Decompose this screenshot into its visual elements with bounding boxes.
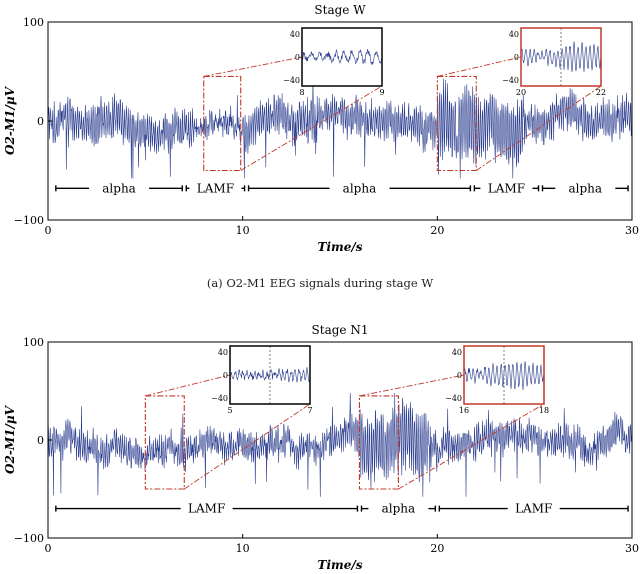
x-tick-label: 0	[45, 542, 52, 555]
inset-y-tick-label: 40	[218, 348, 228, 357]
y-axis-label: O2-M1/μV	[3, 85, 17, 155]
inset-y-tick-label: 40	[509, 30, 519, 39]
inset-frame	[520, 27, 602, 87]
caption-a: (a) O2-M1 EEG signals during stage W	[206, 276, 434, 290]
inset-frame	[229, 345, 311, 405]
inset-x-tick-label: 20	[516, 88, 526, 97]
inset-y-tick-label: −40	[211, 394, 228, 403]
inset-y-tick-label: −40	[502, 76, 519, 85]
chart-title: Stage W	[314, 3, 366, 17]
segment-label: LAMF	[488, 181, 525, 195]
zoom-region-box	[358, 395, 399, 490]
y-tick-label: 100	[23, 16, 44, 29]
zoom-connector	[398, 403, 545, 490]
x-tick-label: 20	[430, 224, 444, 237]
x-tick-label: 10	[236, 542, 250, 555]
x-axis-label: Time/s	[318, 558, 363, 572]
zoom-region-box	[144, 395, 185, 490]
inset-y-tick-label: −40	[445, 394, 462, 403]
chart-title: Stage N1	[312, 323, 369, 337]
segment-label: LAMF	[515, 502, 552, 516]
segment-label: LAMF	[188, 502, 225, 516]
inset-x-tick-label: 18	[539, 406, 549, 415]
inset-signal-line	[463, 361, 545, 391]
inset-y-tick-label: −40	[283, 76, 300, 85]
y-tick-label: 0	[37, 434, 44, 447]
inset-x-tick-label: 22	[596, 88, 606, 97]
inset-x-tick-label: 16	[459, 406, 469, 415]
segment-label: alpha	[568, 181, 602, 195]
inset-signal-line	[520, 41, 602, 73]
inset-y-tick-label: 40	[290, 30, 300, 39]
inset-y-tick-label: 0	[223, 371, 228, 380]
inset-y-tick-label: 0	[514, 53, 519, 62]
segment-label: alpha	[102, 181, 136, 195]
y-tick-label: 100	[23, 336, 44, 349]
y-tick-label: −100	[14, 532, 44, 545]
zoom-connector	[145, 374, 231, 397]
inset-x-tick-label: 8	[299, 88, 304, 97]
zoom-connector	[184, 403, 311, 490]
zoom-region-box	[203, 75, 242, 172]
zoom-connector	[359, 374, 465, 397]
x-tick-label: 10	[236, 224, 250, 237]
chart-stage-n1: Stage N10 10 20 30−1000100Time/sO2-M1/μVLAM…	[3, 323, 639, 572]
inset-y-tick-label: 0	[295, 53, 300, 62]
zoom-connector	[476, 85, 602, 171]
segment-label: alpha	[382, 502, 416, 516]
x-axis-label: Time/s	[318, 240, 363, 254]
y-axis-label: O2-M1/μV	[3, 404, 17, 474]
inset-frame	[463, 345, 545, 405]
eeg-signal-line	[47, 78, 633, 179]
y-tick-label: −100	[14, 214, 44, 227]
inset-y-tick-label: 40	[452, 348, 462, 357]
eeg-signal-line	[47, 392, 633, 497]
inset-y-tick-label: 0	[457, 371, 462, 380]
inset-x-tick-label: 7	[307, 406, 312, 415]
zoom-connector	[203, 56, 303, 77]
segment-label: LAMF	[197, 181, 234, 195]
inset-frame	[301, 27, 383, 87]
chart-stage-w: Stage W0 10 20 30−1000100Time/sO2-M1/μValph…	[3, 3, 639, 254]
x-tick-label: 30	[625, 224, 639, 237]
zoom-connector	[437, 56, 522, 77]
inset-x-tick-label: 5	[227, 406, 232, 415]
inset-signal-line	[301, 48, 383, 66]
x-tick-label: 20	[430, 542, 444, 555]
x-tick-label: 0	[45, 224, 52, 237]
segment-label: alpha	[343, 181, 377, 195]
zoom-region-box	[436, 75, 477, 172]
x-tick-label: 30	[625, 542, 639, 555]
zoom-connector	[240, 85, 383, 171]
y-tick-label: 0	[37, 115, 44, 128]
inset-x-tick-label: 9	[379, 88, 384, 97]
